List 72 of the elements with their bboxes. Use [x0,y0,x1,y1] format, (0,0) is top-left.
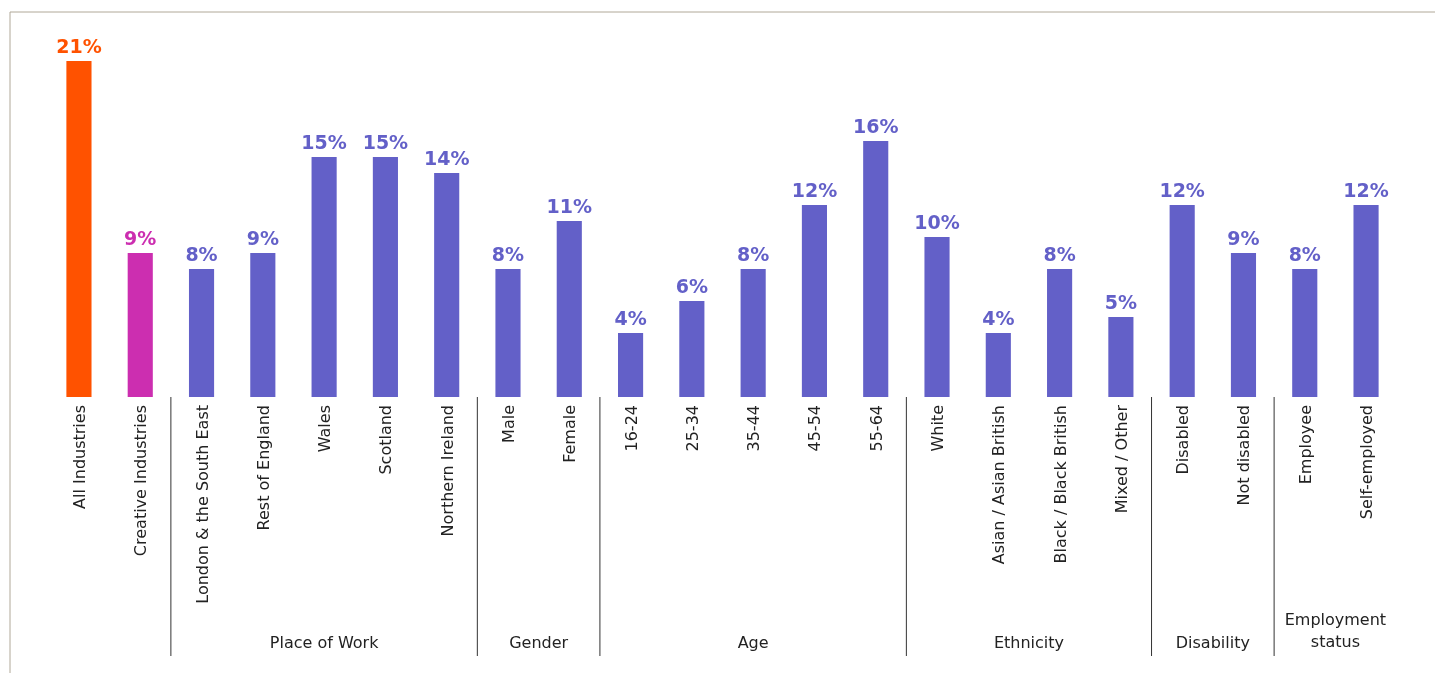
text: Disability [1175,633,1250,652]
x-tick-label: Disabled [1173,405,1193,475]
x-tick-label: 35-44 [744,405,764,452]
x-tick-label: 55-64 [866,405,886,452]
bar [863,141,889,397]
x-tick-label: Employee [1295,405,1315,485]
bar [434,173,460,397]
data-label: 16% [852,115,899,137]
x-tick-label: Mixed / Other [1111,404,1131,514]
x-tick-label: Male [498,405,518,443]
bar [372,157,398,397]
data-label: 12% [1343,179,1389,201]
data-label: 8% [1288,243,1321,265]
data-label: 5% [1104,291,1138,313]
bar [1230,253,1257,397]
text: Age [737,633,769,652]
bar [618,333,644,397]
data-label: 12% [1159,179,1205,201]
x-tick-label: Self-employed [1357,405,1377,520]
bar [127,253,153,397]
data-label: 9% [246,227,279,249]
bar [801,205,827,397]
bar [985,333,1011,397]
data-label: 14% [423,147,470,169]
x-tick-label: All Industries [69,405,89,509]
data-label: 8% [185,243,218,265]
text: Place of Work [269,633,380,652]
bar [311,157,337,397]
bar [1353,205,1379,397]
x-tick-label: Rest of England [253,405,273,531]
x-tick-label: 16-24 [621,405,641,452]
data-label: 21% [56,35,102,57]
x-tick-label: Wales [315,405,335,453]
data-label: 8% [737,243,770,265]
data-label: 4% [982,307,1015,329]
text: Employment status [1284,610,1387,651]
data-label: 15% [362,131,409,153]
text: Gender [509,633,569,652]
bar [924,237,950,397]
data-label: 9% [124,227,157,249]
data-label: 8% [491,243,525,265]
bar [556,221,582,397]
bar [495,269,521,397]
x-tick-label: Creative Industries [131,405,151,557]
bar [1292,269,1318,397]
bar [188,269,215,397]
x-tick-label: Scotland [376,405,396,475]
x-tick-label: Black / Black British [1050,405,1070,564]
x-tick-label: Female [560,405,580,463]
bar [1169,205,1195,397]
bar [66,61,92,397]
data-label: 12% [791,179,838,201]
data-label: 15% [301,131,347,153]
x-tick-label: 45-54 [805,405,825,452]
x-tick-label: 25-34 [682,405,702,452]
data-label: 6% [675,275,708,297]
bar [250,253,276,397]
x-tick-label: Not disabled [1234,405,1254,506]
data-label: 9% [1227,227,1260,249]
x-tick-label: Northern Ireland [437,405,457,537]
bar [679,301,705,397]
data-label: 10% [914,211,960,233]
data-label: 4% [614,307,647,329]
bar [1108,317,1134,397]
bar [740,269,766,397]
x-tick-label: White [928,405,948,452]
text: Ethnicity [993,633,1064,652]
data-label: 11% [546,195,593,217]
bar [1047,269,1073,397]
x-tick-label: London & the South East [192,405,212,604]
x-tick-label: Asian / Asian British [989,405,1009,565]
data-label: 8% [1043,243,1076,265]
